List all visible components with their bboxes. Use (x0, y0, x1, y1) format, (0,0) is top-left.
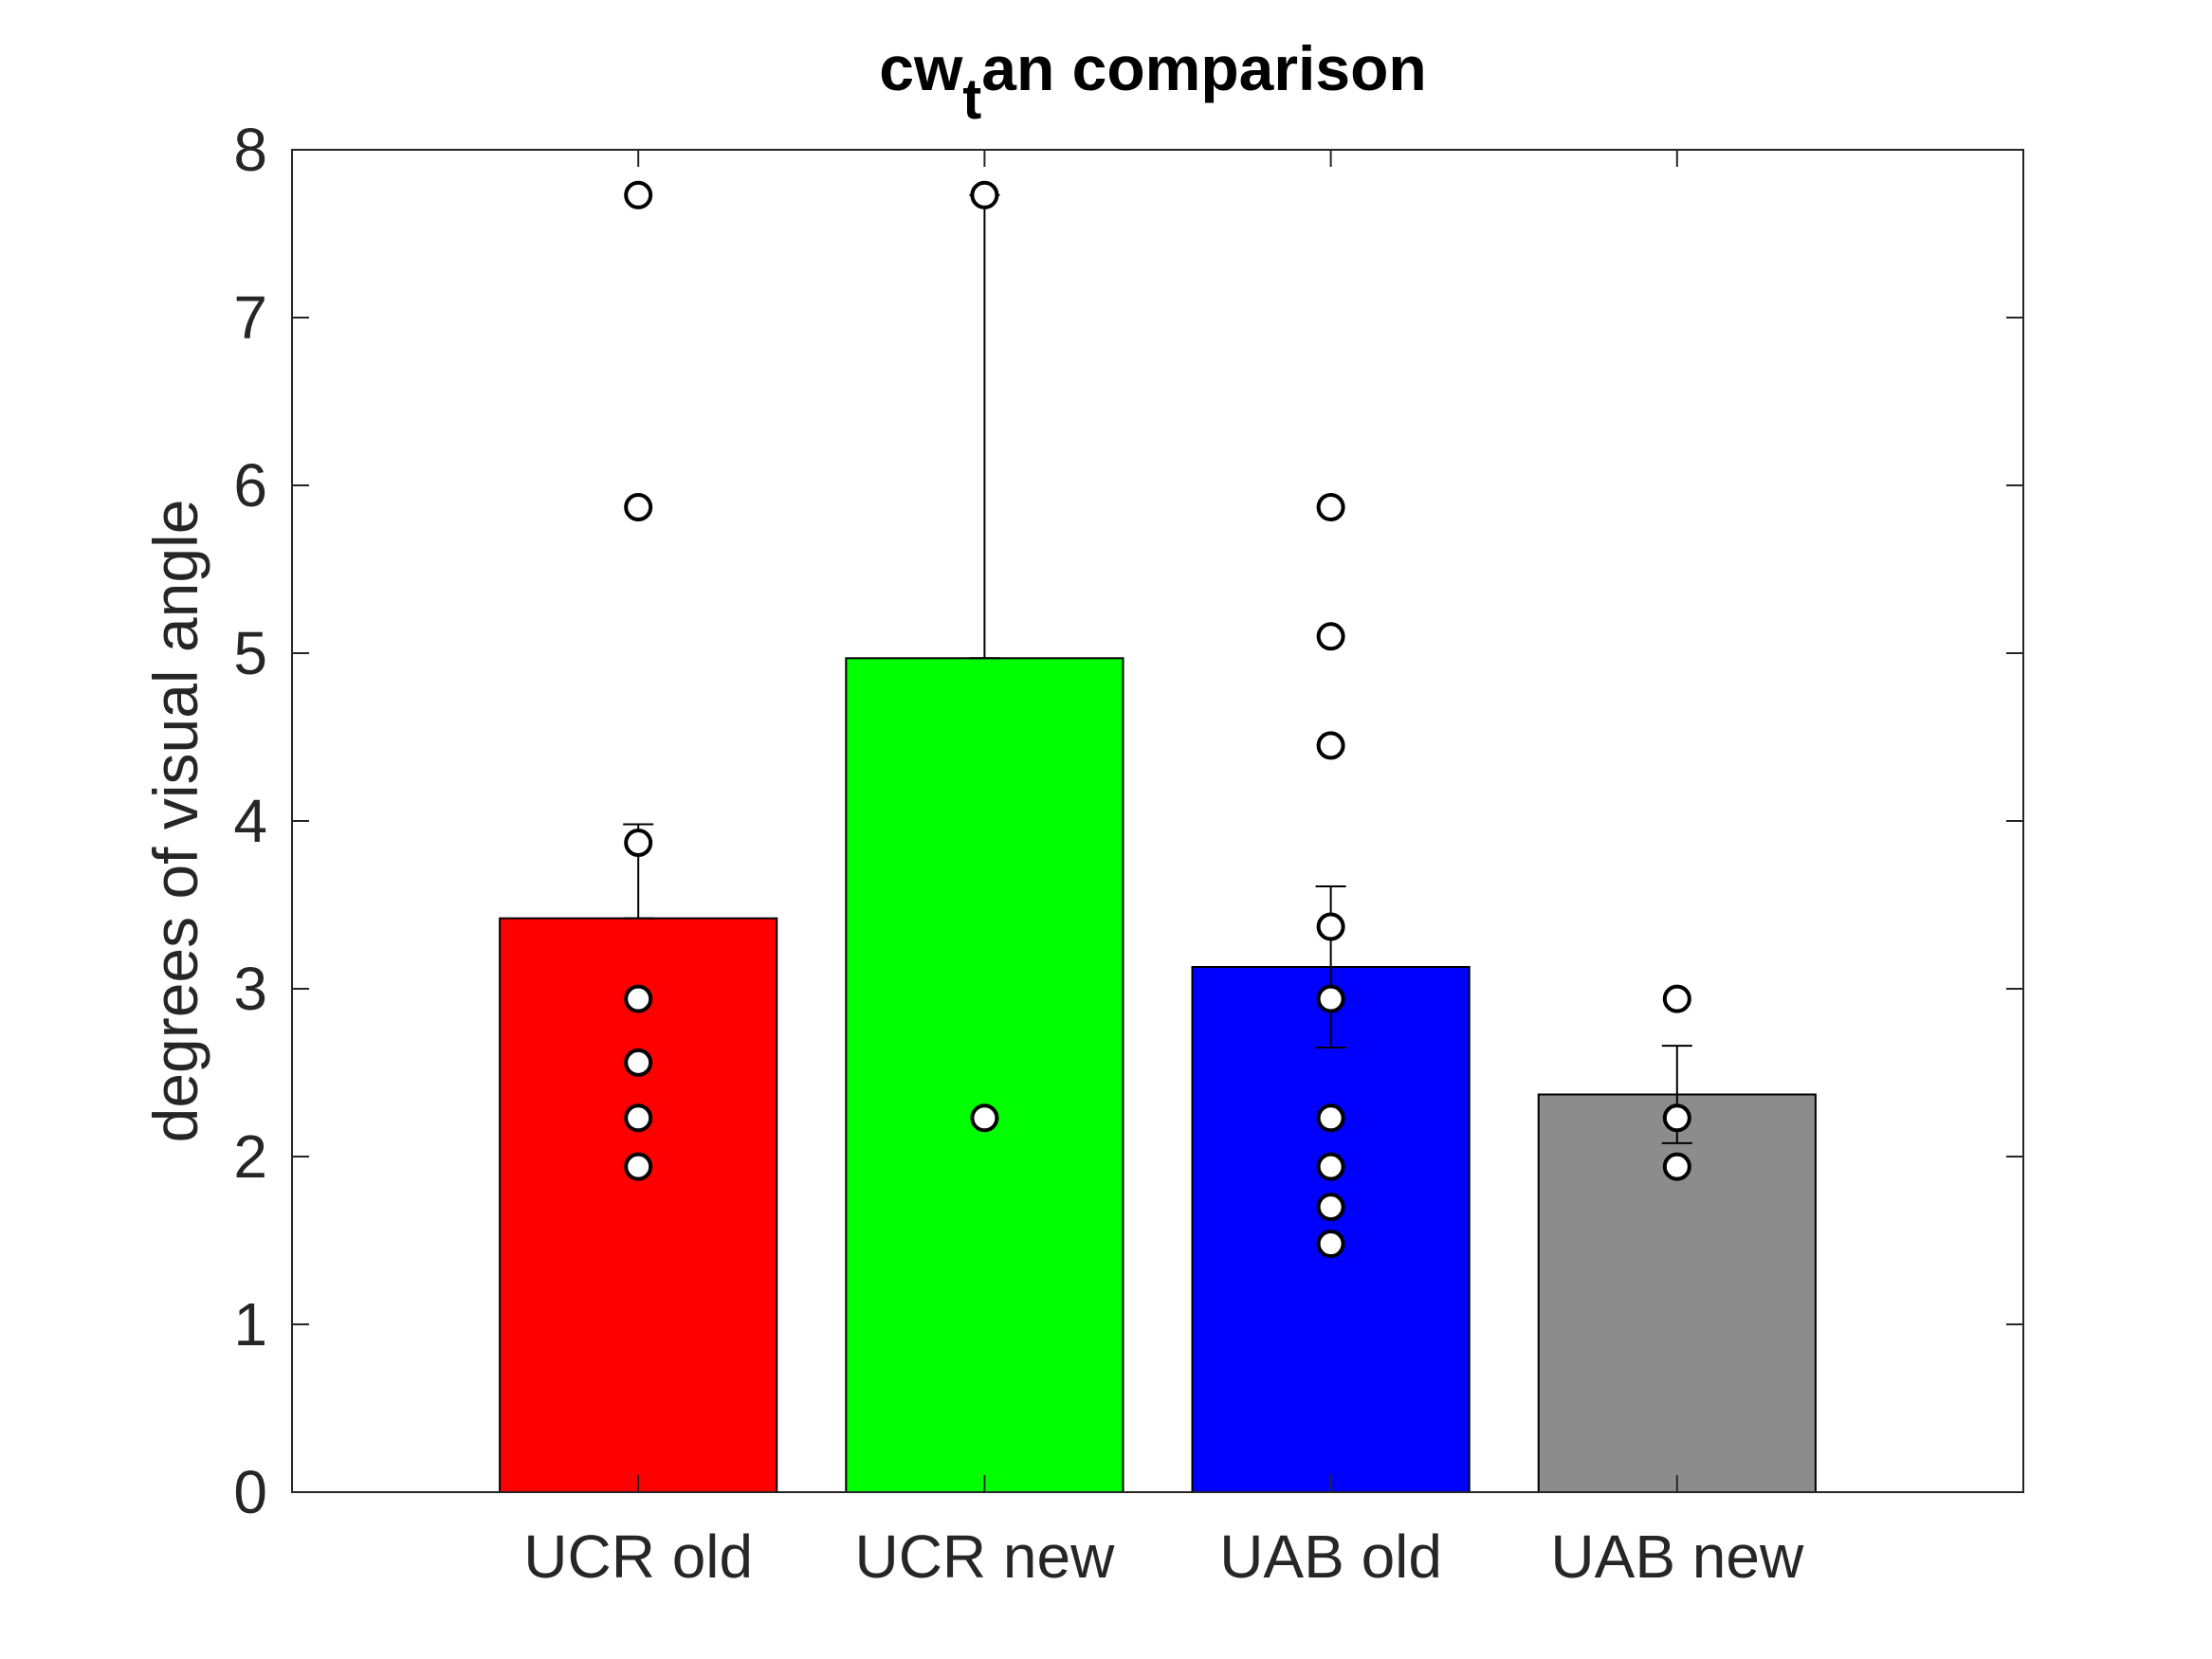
y-tick-label-8: 8 (233, 116, 267, 184)
bar-1 (845, 657, 1124, 1493)
chart-title: cwtan comparison (879, 33, 1426, 131)
data-point-2-7 (1316, 1193, 1345, 1222)
data-point-3-2 (1662, 1152, 1691, 1181)
data-point-2-5 (1316, 1103, 1345, 1133)
chart-title-subscript: t (962, 67, 981, 131)
data-point-2-4 (1316, 984, 1345, 1013)
data-point-0-4 (624, 1048, 653, 1077)
y-tick-label-0: 0 (233, 1458, 267, 1526)
data-point-2-6 (1316, 1152, 1345, 1181)
data-point-2-1 (1316, 622, 1345, 651)
data-point-0-1 (624, 493, 653, 522)
y-tick-label-6: 6 (233, 451, 267, 520)
data-point-1-1 (970, 1103, 999, 1133)
chart-title-rest: an comparison (981, 33, 1426, 103)
data-point-0-0 (624, 180, 653, 210)
data-point-0-3 (624, 984, 653, 1013)
x-tick-label-1: UCR new (854, 1522, 1115, 1591)
bar-0 (499, 917, 778, 1493)
data-point-2-3 (1316, 912, 1345, 941)
y-axis-label: degrees of visual angle (140, 500, 210, 1143)
y-tick-label-1: 1 (233, 1290, 267, 1358)
data-points-layer (624, 180, 1691, 1259)
x-tick-label-3: UAB new (1550, 1522, 1804, 1591)
x-tick-label-2: UAB old (1219, 1522, 1442, 1591)
data-point-0-2 (624, 829, 653, 858)
y-tick-label-2: 2 (233, 1122, 267, 1191)
data-point-1-0 (970, 180, 999, 210)
y-tick-label-4: 4 (233, 787, 267, 855)
bars-layer (499, 657, 1817, 1493)
data-point-0-6 (624, 1152, 653, 1181)
data-point-2-0 (1316, 493, 1345, 522)
y-tick-label-7: 7 (233, 283, 267, 352)
chart-title-main: cw (879, 33, 963, 103)
x-tick-label-0: UCR old (523, 1522, 753, 1591)
y-tick-label-5: 5 (233, 619, 267, 687)
data-point-3-1 (1662, 1103, 1691, 1133)
data-point-2-2 (1316, 731, 1345, 760)
data-point-2-8 (1316, 1230, 1345, 1259)
y-tick-label-3: 3 (233, 955, 267, 1023)
data-point-0-5 (624, 1103, 653, 1133)
ticks-layer: UCR old UCR new UAB old UAB new 0 1 2 3 4 5 6 7 8 (233, 116, 2023, 1591)
bar-2 (1191, 965, 1471, 1493)
data-point-3-0 (1662, 984, 1691, 1013)
